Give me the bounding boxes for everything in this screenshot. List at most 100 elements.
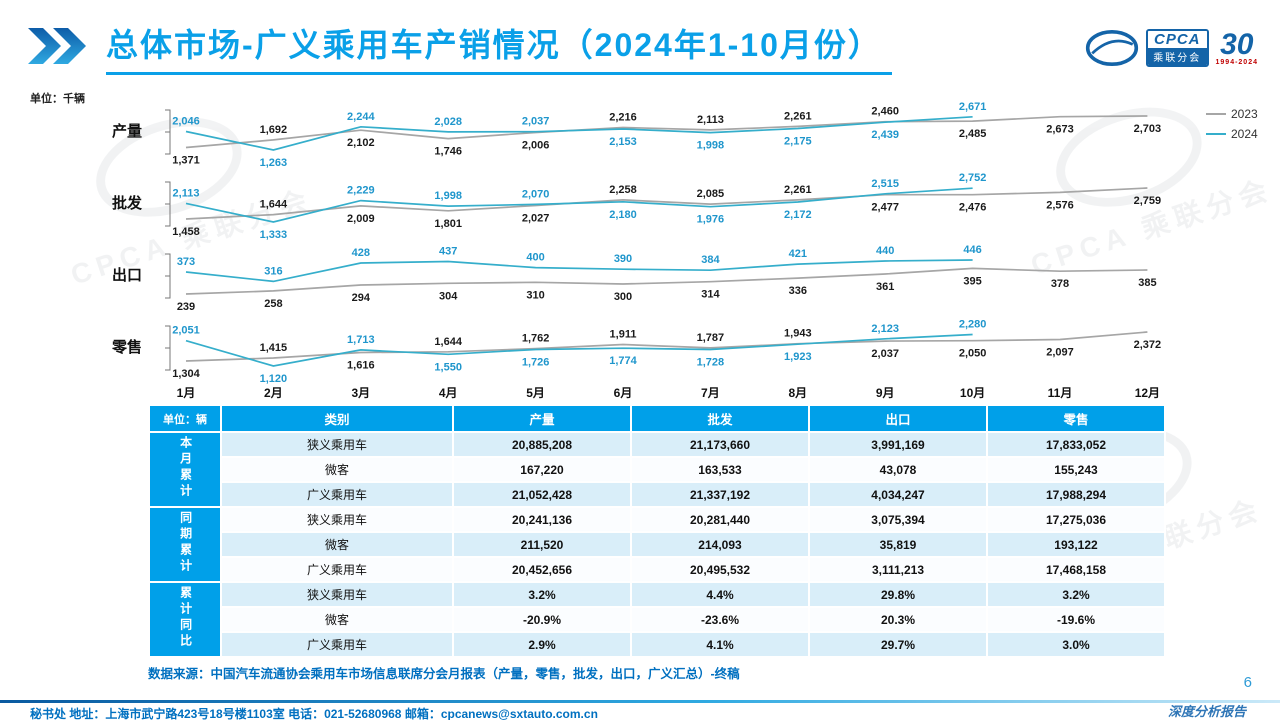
cada-emblem-icon [1085,30,1139,66]
data-label: 2,153 [609,136,637,148]
value-cell: 20,281,440 [630,506,810,533]
data-label: 384 [701,254,720,266]
data-label: 400 [526,252,544,264]
data-label: 446 [963,244,981,256]
data-label: 316 [264,265,282,277]
anniversary-number: 30 [1220,27,1254,61]
contact-info: 秘书处 地址：上海市武宁路423号18号楼1103室 电话：021-526809… [30,707,598,720]
x-axis-month-label: 11月 [1047,386,1073,400]
data-label: 1,801 [434,218,462,230]
data-label: 1,415 [260,342,288,354]
legend-label: 2023 [1231,107,1258,121]
x-axis-month-label: 8月 [788,386,808,400]
data-label: 2,113 [173,187,200,199]
value-cell: 4,034,247 [808,481,988,508]
series-line-2023 [185,267,1148,295]
legend-swatch [1206,133,1226,135]
data-label: 258 [264,298,282,310]
table-header-col-1: 类别 [220,404,454,433]
data-label: 310 [526,289,544,301]
category-cell: 广义乘用车 [220,631,454,658]
category-cell: 狭义乘用车 [220,506,454,533]
data-label: 2,258 [609,184,637,196]
data-label: 373 [177,256,195,268]
data-label: 2,028 [434,116,462,128]
value-cell: 20,885,208 [452,431,632,458]
value-cell: 20,495,532 [630,556,810,583]
value-cell: 214,093 [630,531,810,558]
table-row: 微客 -20.9% -23.6% 20.3% -19.6% [149,606,1166,633]
data-label: 314 [701,289,720,301]
data-label: 1,458 [172,226,200,238]
data-label: 2,046 [172,116,200,128]
category-cell: 广义乘用车 [220,556,454,583]
data-label: 2,172 [784,209,812,221]
series-line-2024 [185,187,973,223]
data-label: 2,051 [172,325,200,337]
category-cell: 狭义乘用车 [220,581,454,608]
row-group-label-text: 累计同比 [178,586,193,650]
data-label: 2,050 [959,348,987,360]
row-group-label: 同期累计 [148,506,222,583]
data-label: 1,371 [172,155,200,167]
value-cell: 20.3% [808,606,988,633]
value-cell: 211,520 [452,531,632,558]
anniversary-years: 1994-2024 [1215,58,1258,66]
x-axis-month-label: 9月 [875,386,895,400]
table-header-row: 单位：辆 类别 产量 批发 出口 零售 [148,404,1166,433]
value-cell: 4.4% [630,581,810,608]
data-label: 2,175 [784,136,812,148]
data-label: 2,006 [522,140,550,152]
data-label: 1,263 [260,157,288,169]
value-cell: 43,078 [808,456,988,483]
x-axis-month-label: 4月 [438,386,458,400]
x-axis-month-label: 1月 [176,386,196,400]
data-label: 440 [876,245,894,257]
data-label: 1,713 [347,334,375,346]
series-line-2023 [185,115,1148,149]
table-header-col-2: 产量 [452,404,632,433]
data-label: 1,304 [172,368,200,380]
value-cell: 29.7% [808,631,988,658]
value-cell: 21,052,428 [452,481,632,508]
data-label: 1,774 [609,355,637,367]
chart-unit-label: 单位：千辆 [30,93,85,105]
data-label: 1,728 [697,357,725,369]
value-cell: 17,988,294 [986,481,1166,508]
x-axis-month-label: 2月 [264,386,283,400]
data-label: 2,037 [522,116,550,128]
data-label: 1,726 [522,357,550,369]
data-label: 1,746 [434,146,462,158]
value-cell: 20,452,656 [452,556,632,583]
table-row: 累计同比 狭义乘用车 3.2% 4.4% 29.8% 3.2% [148,581,1166,658]
data-label: 1,550 [434,361,462,373]
data-label: 1,616 [347,360,375,372]
header: 总体市场-广义乘用车产销情况（2024年1-10月份） CPCA 乘联分会 30… [28,20,1264,90]
table-row: 广义乘用车 20,452,656 20,495,532 3,111,213 17,468… [149,556,1166,583]
data-label: 304 [439,290,458,302]
value-cell: -20.9% [452,606,632,633]
table-header-col-4: 出口 [808,404,988,433]
table-header-unit: 单位：辆 [148,404,222,433]
data-label: 1,333 [260,229,288,241]
x-axis-month-label: 5月 [526,386,545,400]
data-label: 2,216 [609,112,637,124]
category-cell: 微客 [220,531,454,558]
chart-band-label: 产量 [111,123,142,140]
data-label: 2,102 [347,137,375,149]
cpca-wordmark: CPCA [1148,31,1207,48]
data-label: 239 [177,301,195,313]
value-cell: 17,275,036 [986,506,1166,533]
category-cell: 狭义乘用车 [220,431,454,458]
x-axis-month-label: 6月 [613,386,633,400]
data-label: 300 [614,291,632,303]
value-cell: 3,111,213 [808,556,988,583]
data-label: 2,752 [959,172,987,184]
data-label: 2,027 [522,213,550,225]
cpca-logo: CPCA 乘联分会 30 1994-2024 [1085,28,1258,68]
data-label: 336 [789,285,807,297]
line-chart-产量: 1,371 1,692 2,102 1,746 2,006 2,216 2,113 2,261… [165,101,1161,169]
y-axis-bracket [165,109,171,155]
y-axis-bracket [165,253,171,299]
data-label: 1,692 [260,124,288,136]
